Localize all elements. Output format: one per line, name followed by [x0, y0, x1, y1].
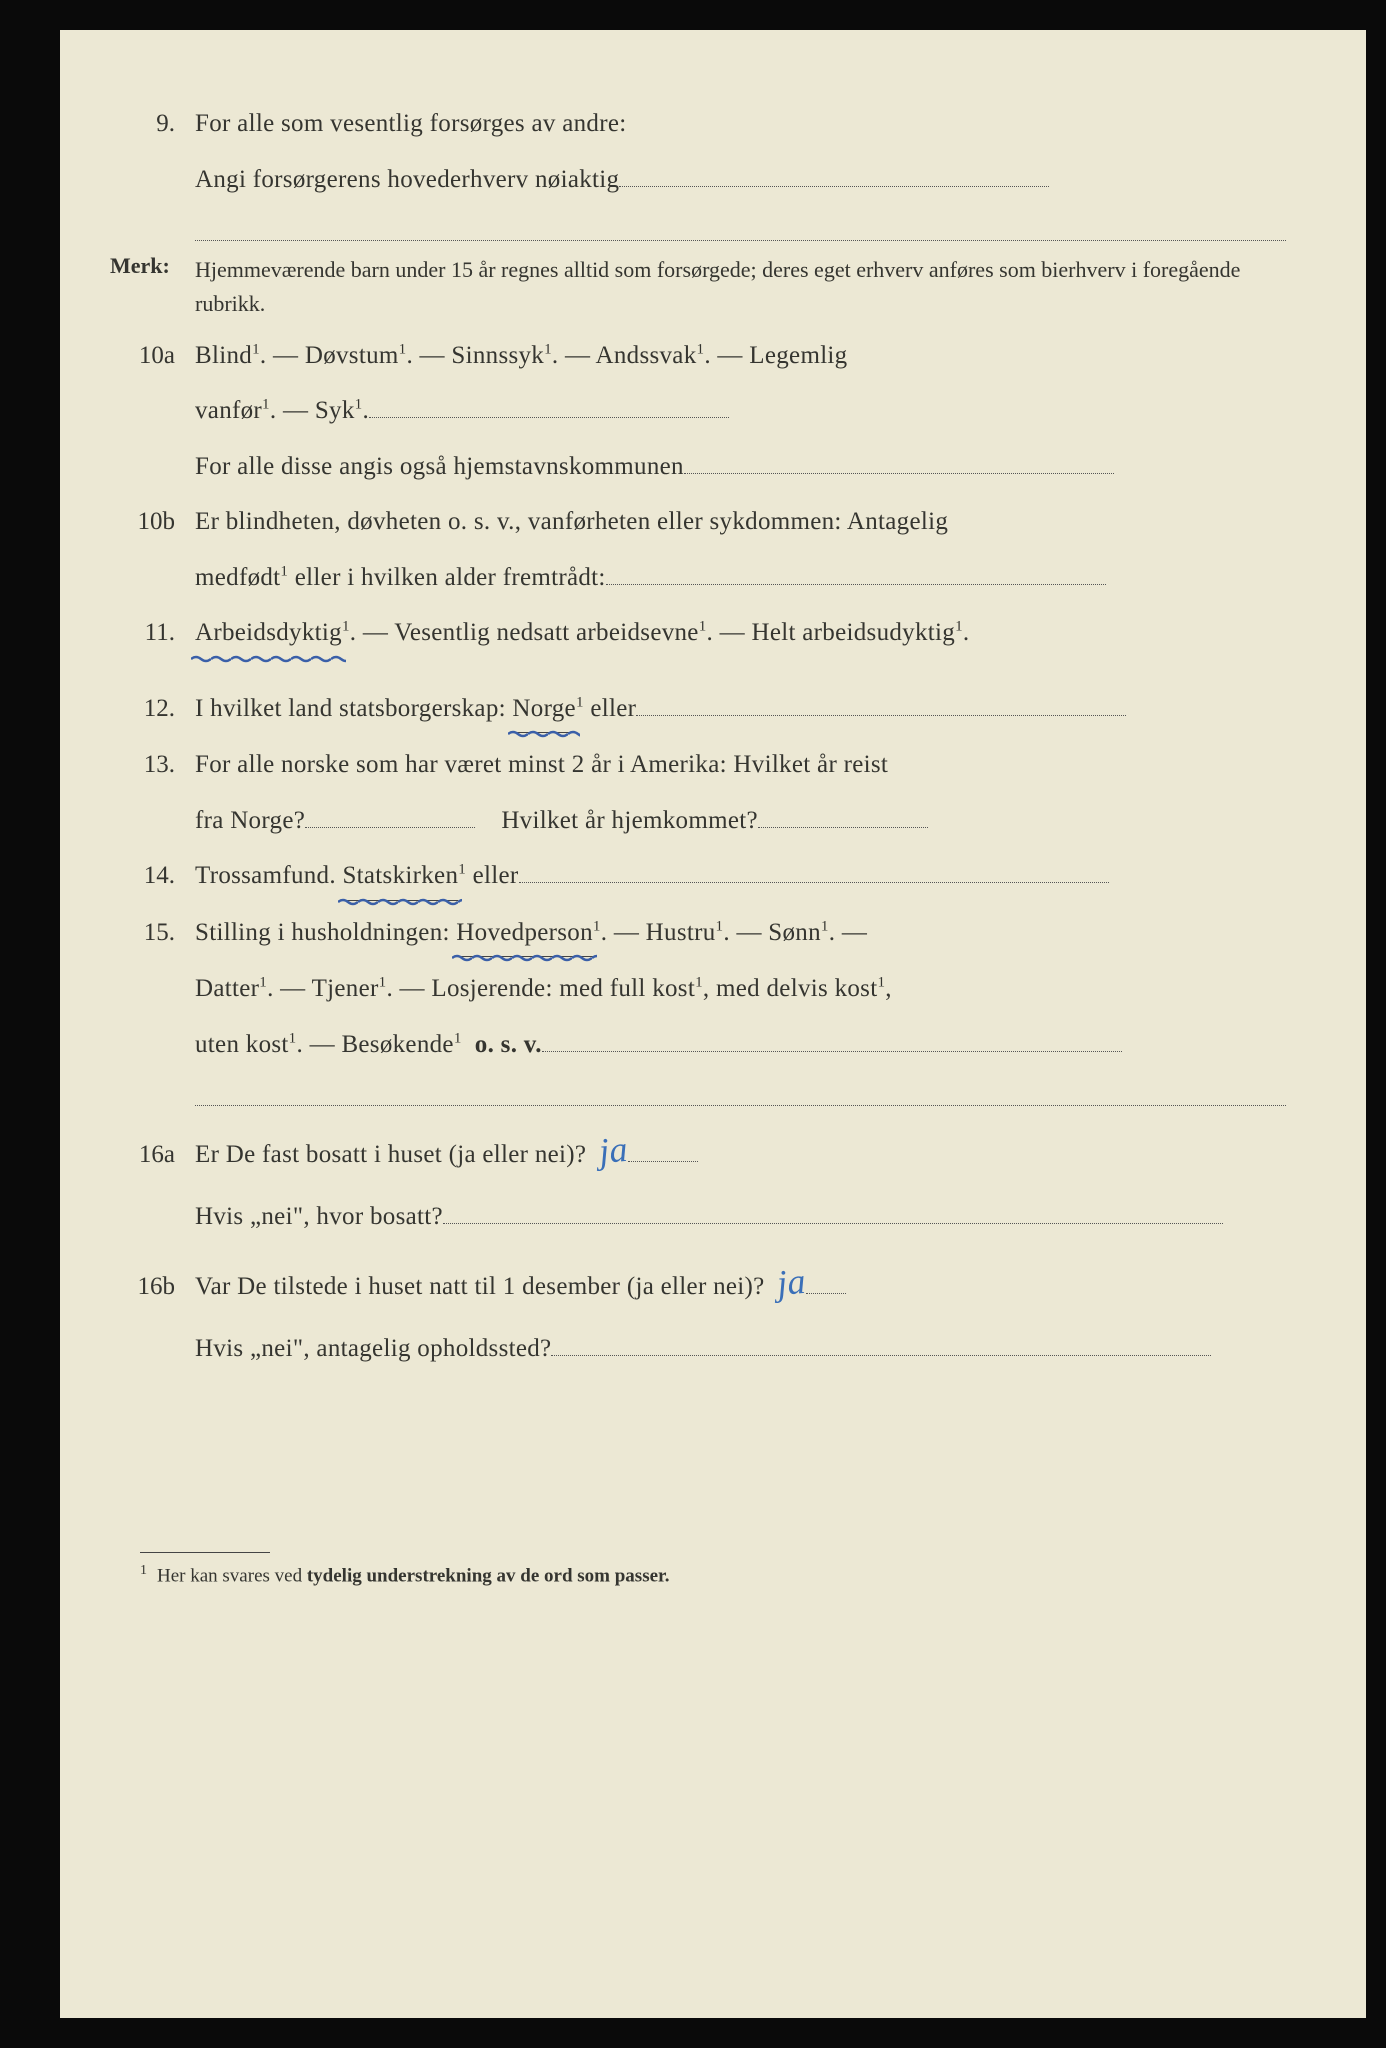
blank-line[interactable] [806, 1293, 846, 1294]
question-14: 14. Trossamfund. Statskirken1 eller [110, 852, 1286, 901]
question-15: 15. Stilling i husholdningen: Hovedperso… [110, 909, 1286, 958]
question-9: 9. For alle som vesentlig forsørges av a… [110, 100, 1286, 148]
blank-line[interactable] [519, 882, 1109, 883]
blank-line[interactable] [636, 715, 1126, 716]
q14-number: 14. [110, 852, 195, 900]
question-13: 13. For alle norske som har været minst … [110, 741, 1286, 789]
question-11: 11. Arbeidsdyktig1. — Vesentlig nedsatt … [110, 609, 1286, 657]
q15-number: 15. [110, 909, 195, 957]
footnote-rule [140, 1552, 270, 1553]
q13-number: 13. [110, 741, 195, 789]
q10a-number: 10a [110, 332, 195, 380]
q12-number: 12. [110, 685, 195, 733]
selected-norge: Norge [512, 685, 576, 734]
blank-line[interactable] [551, 1355, 1211, 1356]
merk-note: Merk: Hjemmeværende barn under 15 år reg… [110, 253, 1286, 321]
blank-line[interactable] [758, 827, 928, 828]
question-10b: 10b Er blindheten, døvheten o. s. v., va… [110, 498, 1286, 546]
answer-16b: ja [774, 1247, 808, 1318]
blank-line[interactable] [628, 1161, 698, 1162]
answer-16a: ja [596, 1115, 630, 1186]
q16b-line2: Hvis „nei", antagelig opholdssted? [110, 1325, 1286, 1373]
q13-line1: For alle norske som har været minst 2 år… [195, 741, 1286, 789]
blank-line[interactable] [542, 1051, 1122, 1052]
q15-line3: uten kost1. — Besøkende1 o. s. v. [110, 1021, 1286, 1069]
q13-line2: fra Norge? Hvilket år hjemkommet? [110, 797, 1286, 845]
blank-line[interactable] [619, 186, 1049, 187]
blank-line[interactable] [684, 473, 1114, 474]
q10b-number: 10b [110, 498, 195, 546]
census-form-page: 9. For alle som vesentlig forsørges av a… [60, 30, 1366, 2018]
q9-line1: For alle som vesentlig forsørges av andr… [195, 100, 1286, 148]
question-16b: 16b Var De tilstede i huset natt til 1 d… [110, 1248, 1286, 1316]
q10a-line2: vanfør1. — Syk1. [110, 387, 1286, 435]
q10a-line3: For alle disse angis også hjemstavnskomm… [110, 443, 1286, 491]
blank-line[interactable] [443, 1223, 1223, 1224]
blank-line[interactable] [369, 417, 729, 418]
blank-line[interactable] [195, 1076, 1286, 1106]
q15-line2: Datter1. — Tjener1. — Losjerende: med fu… [110, 965, 1286, 1013]
q16a-number: 16a [110, 1131, 195, 1179]
selected-arbeidsdyktig: Arbeidsdyktig [195, 609, 342, 657]
q11-number: 11. [110, 609, 195, 657]
q9-line2-text: Angi forsørgerens hovederhverv nøiaktig [195, 166, 619, 193]
q16b-number: 16b [110, 1263, 195, 1311]
selected-statskirken: Statskirken [342, 852, 458, 901]
selected-hovedperson: Hovedperson [456, 909, 593, 958]
blank-line[interactable] [305, 827, 475, 828]
merk-text: Hjemmeværende barn under 15 år regnes al… [195, 253, 1286, 321]
question-10a: 10a Blind1. — Døvstum1. — Sinnssyk1. — A… [110, 332, 1286, 380]
q10b-line2: medfødt1 eller i hvilken alder fremtrådt… [110, 554, 1286, 602]
question-16a: 16a Er De fast bosatt i huset (ja eller … [110, 1116, 1286, 1184]
q16a-line2: Hvis „nei", hvor bosatt? [110, 1193, 1286, 1241]
q9-number: 9. [110, 100, 195, 148]
question-12: 12. I hvilket land statsborgerskap: Norg… [110, 685, 1286, 734]
footnote: 1Her kan svares ved tydelig understrekni… [140, 1563, 1286, 1587]
q10b-line1: Er blindheten, døvheten o. s. v., vanfør… [195, 498, 1286, 546]
q9-line2: Angi forsørgerens hovederhverv nøiaktig [110, 156, 1286, 204]
blank-line[interactable] [606, 584, 1106, 585]
merk-label: Merk: [110, 253, 195, 279]
blank-line[interactable] [195, 211, 1286, 241]
